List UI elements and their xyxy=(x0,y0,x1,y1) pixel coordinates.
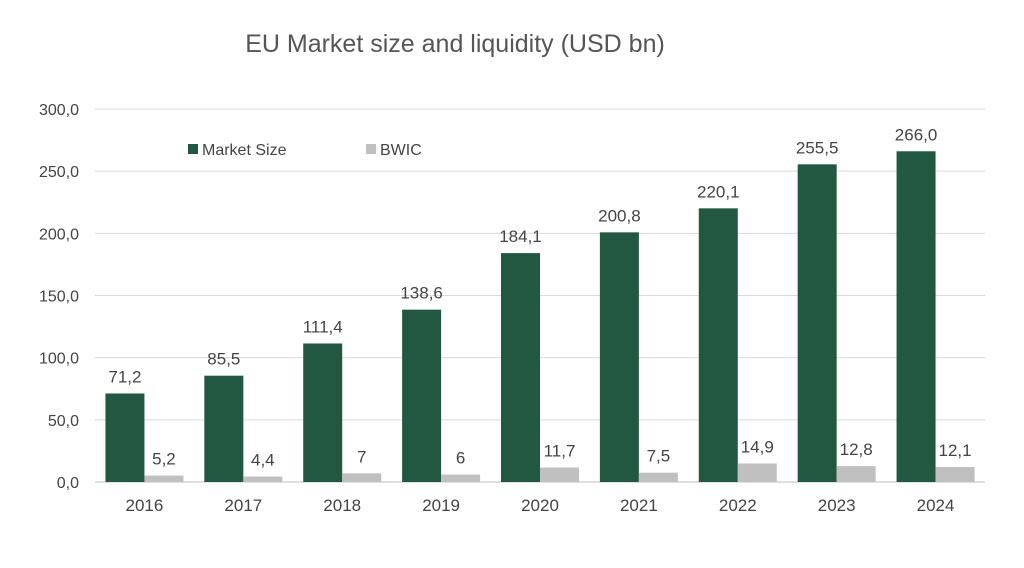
y-tick-label: 0,0 xyxy=(57,475,79,492)
x-tick-label: 2021 xyxy=(620,496,658,515)
y-tick-label: 100,0 xyxy=(39,351,79,368)
market-size-data-label: 184,1 xyxy=(499,227,542,246)
bwic-bar xyxy=(540,467,579,482)
market-size-data-label: 85,5 xyxy=(207,350,240,369)
y-tick-label: 150,0 xyxy=(39,289,79,306)
market-size-bar xyxy=(599,232,639,482)
market-size-data-label: 138,6 xyxy=(400,284,443,303)
market-size-bar xyxy=(896,151,936,483)
market-size-bar xyxy=(797,164,837,482)
x-tick-label: 2024 xyxy=(917,496,955,515)
x-tick-label: 2019 xyxy=(422,496,460,515)
market-size-data-label: 220,1 xyxy=(697,182,740,201)
bwic-data-label: 12,1 xyxy=(939,441,972,460)
bwic-bar xyxy=(441,474,481,482)
chart-title: EU Market size and liquidity (USD bn) xyxy=(245,30,665,58)
bwic-bar xyxy=(638,472,678,482)
bwic-bar xyxy=(935,466,975,482)
bwic-bar xyxy=(836,466,876,482)
bwic-bar xyxy=(243,476,283,482)
x-tick-label: 2017 xyxy=(224,496,262,515)
bwic-data-label: 7 xyxy=(357,447,366,466)
legend-label-bwic: BWIC xyxy=(380,142,422,159)
bwic-bar xyxy=(144,475,184,482)
market-size-data-label: 255,5 xyxy=(796,138,839,157)
bwic-data-label: 7,5 xyxy=(647,447,671,466)
y-tick-label: 250,0 xyxy=(39,164,79,181)
legend-swatch-market-size xyxy=(188,144,198,154)
bwic-data-label: 6 xyxy=(456,449,465,468)
market-size-data-label: 111,4 xyxy=(303,317,343,336)
legend-swatch-bwic xyxy=(366,144,376,154)
bwic-data-label: 4,4 xyxy=(251,451,275,470)
x-tick-label: 2022 xyxy=(719,496,757,515)
x-tick-label: 2018 xyxy=(323,496,361,515)
x-tick-label: 2023 xyxy=(818,496,856,515)
bwic-bar xyxy=(342,473,382,482)
legend-label-market-size: Market Size xyxy=(202,142,287,159)
market-size-data-label: 266,0 xyxy=(895,125,938,144)
x-tick-label: 2020 xyxy=(521,496,559,515)
bwic-data-label: 14,9 xyxy=(741,437,774,456)
bwic-bar xyxy=(737,463,777,482)
y-tick-label: 50,0 xyxy=(48,413,79,430)
bwic-data-label: 12,8 xyxy=(840,440,873,459)
market-size-bar xyxy=(501,253,540,482)
market-size-bar xyxy=(303,343,343,482)
y-tick-label: 300,0 xyxy=(39,102,79,119)
market-size-bar xyxy=(698,208,738,482)
market-size-data-label: 71,2 xyxy=(108,367,141,386)
market-size-bar xyxy=(105,393,145,482)
market-size-bar xyxy=(204,375,244,482)
bwic-data-label: 5,2 xyxy=(152,450,176,469)
market-size-data-label: 200,8 xyxy=(598,206,641,225)
y-tick-label: 200,0 xyxy=(39,226,79,243)
market-size-bar xyxy=(402,309,442,482)
x-tick-label: 2016 xyxy=(126,496,164,515)
bwic-data-label: 11,7 xyxy=(544,441,576,460)
